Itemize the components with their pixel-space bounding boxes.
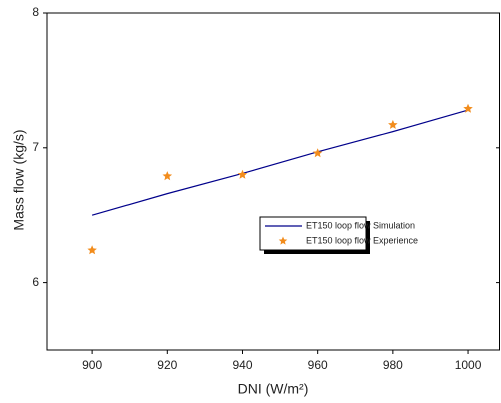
star-marker bbox=[463, 103, 473, 113]
plot-frame bbox=[46, 12, 500, 351]
x-axis-title: DNI (W/m²) bbox=[238, 381, 309, 397]
y-tick-label: 6 bbox=[32, 275, 39, 289]
x-tick-label: 960 bbox=[308, 358, 328, 372]
y-tick-label: 7 bbox=[32, 140, 39, 154]
legend-swatch bbox=[278, 236, 288, 245]
legend-label: ET150 loop flow Simulation bbox=[306, 220, 415, 230]
x-tick-label: 900 bbox=[82, 358, 102, 372]
star-marker bbox=[312, 148, 323, 158]
legend-label: ET150 loop flow Experience bbox=[306, 235, 418, 245]
legend: ET150 loop flow Simulation ET150 loop flo… bbox=[259, 216, 418, 254]
x-tick-label: 940 bbox=[232, 358, 252, 372]
star-marker bbox=[87, 245, 97, 255]
series-line bbox=[91, 109, 469, 216]
star-marker bbox=[162, 171, 173, 181]
star-marker bbox=[237, 169, 248, 179]
y-tick-label: 8 bbox=[32, 5, 39, 19]
x-tick-label: 980 bbox=[383, 358, 403, 372]
legend-box bbox=[259, 216, 367, 251]
x-tick-label: 920 bbox=[157, 358, 177, 372]
x-tick-label: 1000 bbox=[455, 358, 482, 372]
star-marker bbox=[388, 119, 398, 129]
y-axis-title: Mass flow (kg/s) bbox=[11, 129, 27, 230]
